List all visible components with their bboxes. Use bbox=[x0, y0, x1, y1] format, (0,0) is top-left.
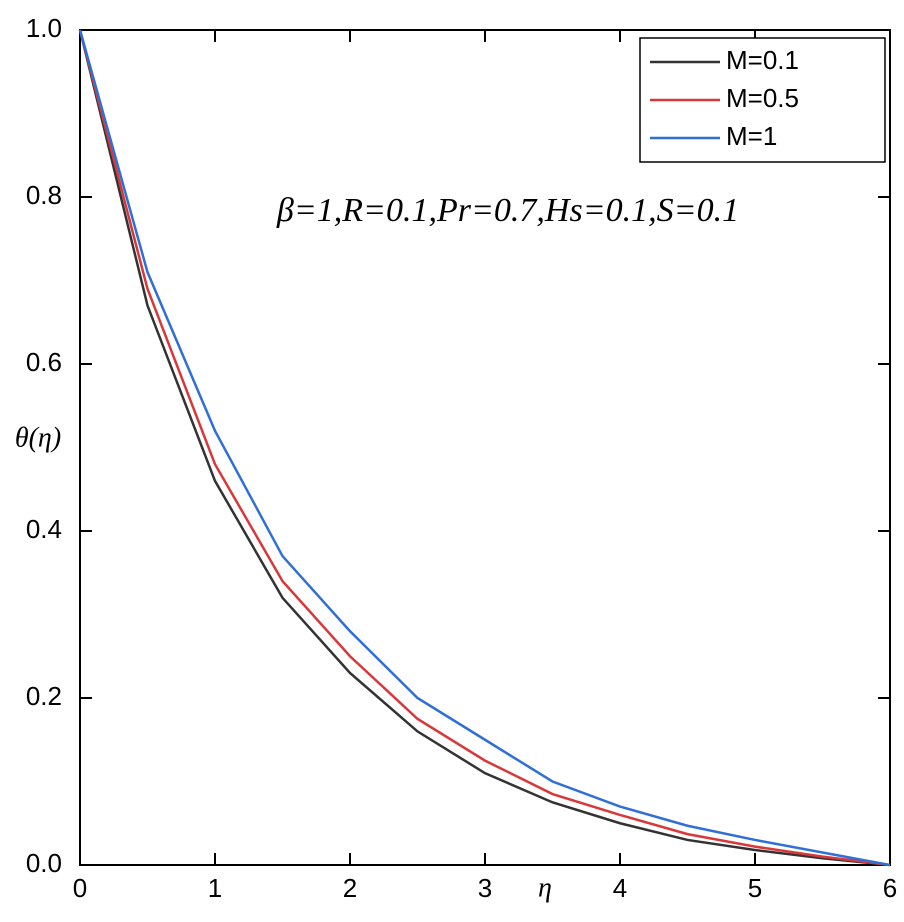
x-tick-label: 4 bbox=[613, 873, 627, 903]
x-tick-label: 1 bbox=[208, 873, 222, 903]
y-tick-label: 0.0 bbox=[26, 848, 62, 878]
y-tick-label: 0.6 bbox=[26, 347, 62, 377]
x-tick-label: 5 bbox=[748, 873, 762, 903]
y-axis-label: θ(η) bbox=[15, 422, 61, 453]
y-tick-label: 0.8 bbox=[26, 180, 62, 210]
line-series bbox=[78, 29, 891, 867]
line-series bbox=[78, 29, 891, 867]
y-tick-label: 1.0 bbox=[26, 13, 62, 43]
x-tick-label: 3 bbox=[478, 873, 492, 903]
x-tick-label: 0 bbox=[73, 873, 87, 903]
x-axis-label: η bbox=[538, 872, 552, 903]
x-tick-label: 2 bbox=[343, 873, 357, 903]
annotation: β=1,R=0.1,Pr=0.7,Hs=0.1,S=0.1 bbox=[276, 192, 739, 229]
legend-label: M=0.5 bbox=[726, 83, 799, 113]
x-tick-label: 6 bbox=[883, 873, 897, 903]
y-tick-label: 0.2 bbox=[26, 681, 62, 711]
y-tick-label: 0.4 bbox=[26, 514, 62, 544]
line-series bbox=[78, 29, 891, 867]
legend-label: M=0.1 bbox=[726, 45, 799, 75]
legend-label: M=1 bbox=[726, 121, 777, 151]
